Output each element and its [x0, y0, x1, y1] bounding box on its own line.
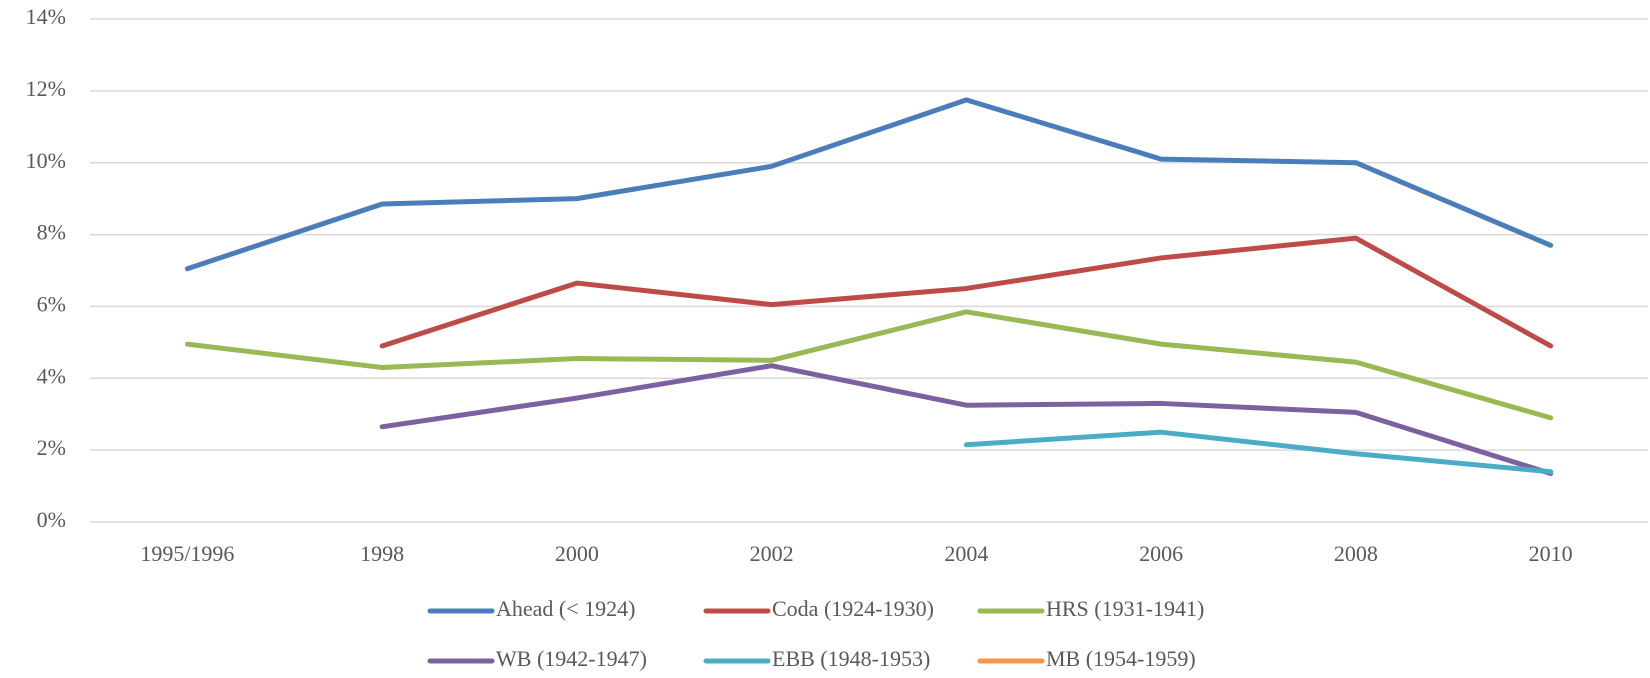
- y-tick-label: 8%: [37, 220, 66, 245]
- series-line: [379, 363, 1554, 476]
- y-tick-label: 14%: [26, 4, 66, 29]
- x-tick-label: 2006: [1139, 541, 1183, 566]
- legend-label: HRS (1931-1941): [1046, 596, 1204, 621]
- x-tick-label: 2004: [944, 541, 988, 566]
- legend-label: EBB (1948-1953): [772, 646, 930, 671]
- x-tick-label: 2010: [1529, 541, 1573, 566]
- series-line: [184, 97, 1554, 272]
- legend-label: Ahead (< 1924): [496, 596, 635, 621]
- x-tick-label: 1995/1996: [140, 541, 234, 566]
- legend-label: WB (1942-1947): [496, 646, 647, 671]
- legend-label: MB (1954-1959): [1046, 646, 1196, 671]
- x-tick-label: 1998: [360, 541, 404, 566]
- y-tick-label: 10%: [26, 148, 66, 173]
- x-tick-label: 2002: [750, 541, 794, 566]
- x-tick-label: 2008: [1334, 541, 1378, 566]
- series-line: [963, 429, 1554, 475]
- y-tick-label: 12%: [26, 76, 66, 101]
- x-tick-label: 2000: [555, 541, 599, 566]
- series-line: [379, 235, 1554, 349]
- y-tick-label: 2%: [37, 435, 66, 460]
- y-tick-label: 4%: [37, 363, 66, 388]
- series-line: [184, 309, 1554, 421]
- legend-label: Coda (1924-1930): [772, 596, 934, 621]
- y-tick-label: 6%: [37, 291, 66, 316]
- y-tick-label: 0%: [37, 507, 66, 532]
